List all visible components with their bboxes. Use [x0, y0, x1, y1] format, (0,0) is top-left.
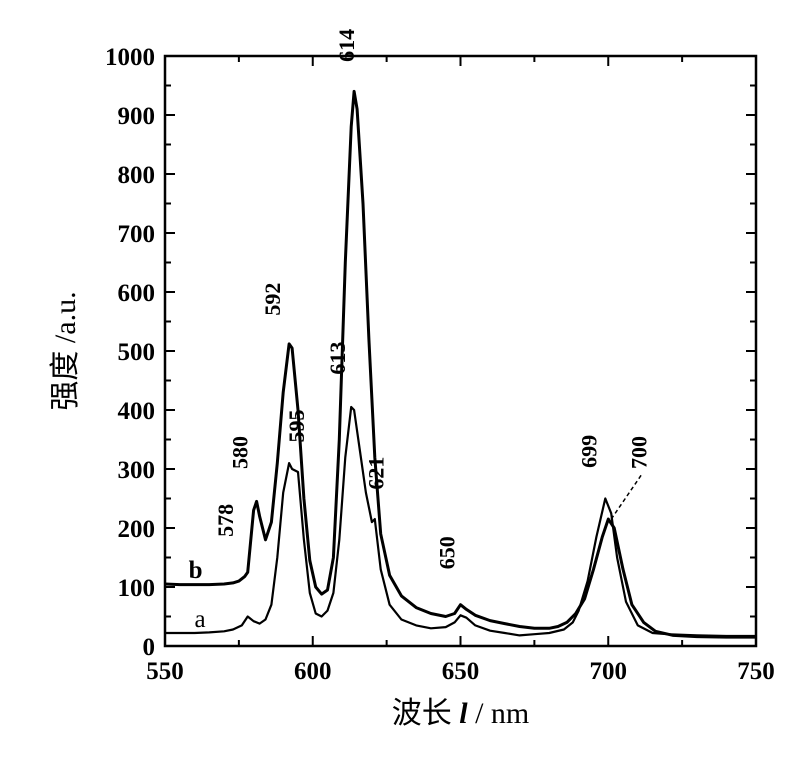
ytick-label: 600: [118, 280, 156, 307]
ytick-label: 700: [118, 221, 156, 248]
xtick-label: 550: [146, 658, 184, 685]
peak-label: 580: [228, 436, 253, 469]
x-axis-label: 波长 l / nm: [392, 697, 530, 730]
series-b-label: b: [189, 557, 203, 584]
peak-label: 578: [213, 504, 238, 537]
ytick-label: 500: [118, 339, 156, 366]
peak-label: 699: [576, 435, 601, 468]
xtick-label: 600: [294, 658, 332, 685]
xtick-label: 750: [737, 658, 775, 685]
peak-label: 700: [627, 436, 652, 469]
peak-label: 613: [325, 342, 350, 375]
ytick-label: 1000: [105, 44, 155, 71]
ytick-label: 800: [118, 162, 156, 189]
ytick-label: 400: [118, 398, 156, 425]
ytick-label: 100: [118, 575, 156, 602]
xtick-label: 650: [442, 658, 480, 685]
peak-label: 614: [334, 29, 359, 62]
ytick-label: 200: [118, 516, 156, 543]
y-axis-label: 强度 /a.u.: [49, 291, 82, 410]
ytick-label: 900: [118, 103, 156, 130]
peak-label: 621: [364, 457, 389, 490]
ytick-label: 300: [118, 457, 156, 484]
ytick-label: 0: [143, 634, 156, 661]
xtick-label: 700: [590, 658, 628, 685]
peak-label: 595: [284, 409, 309, 442]
peak-label: 592: [260, 283, 285, 316]
peak-label: 650: [435, 536, 460, 569]
series-a-label: a: [195, 606, 206, 633]
spectrum-chart: 550 600 650 700 750 0 100 200 300 400 500 600 700 800…: [0, 0, 800, 758]
